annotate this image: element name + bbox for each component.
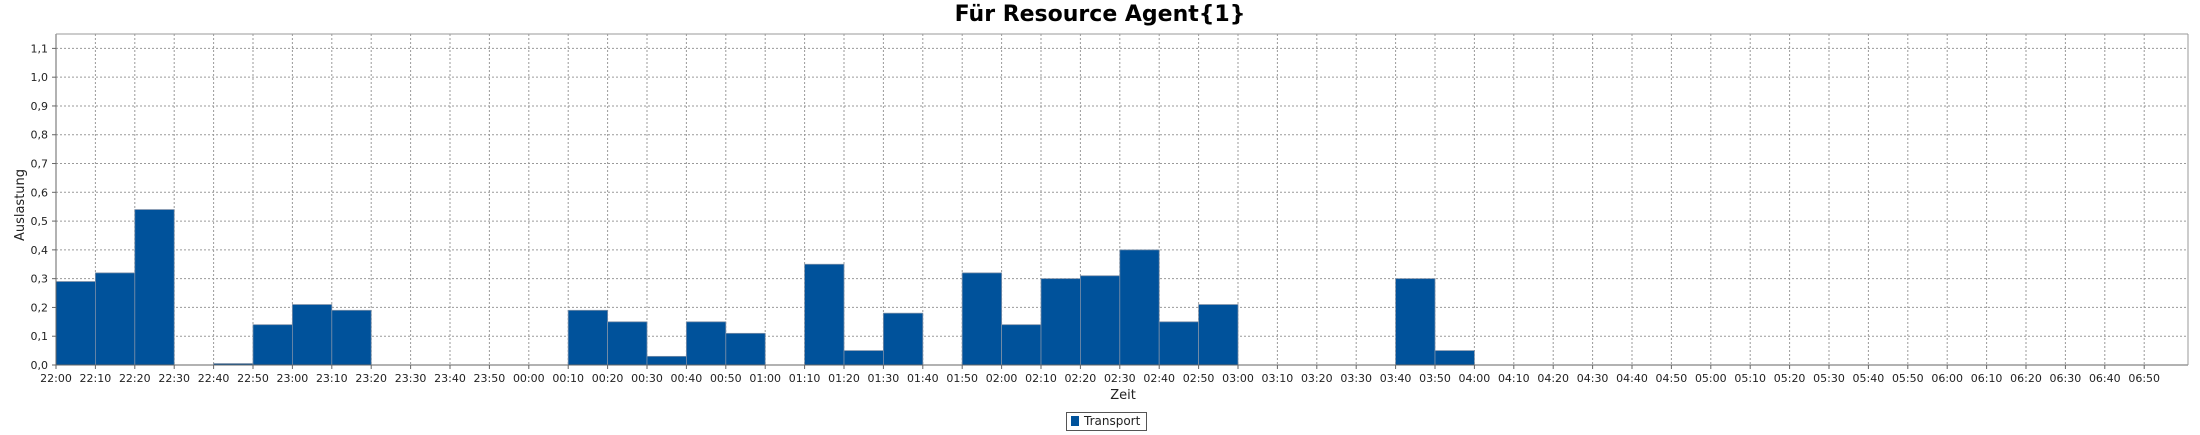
x-tick-label: 23:30 xyxy=(395,372,427,385)
x-tick-label: 05:30 xyxy=(1813,372,1845,385)
x-tick-label: 22:20 xyxy=(119,372,151,385)
x-tick-label: 04:40 xyxy=(1616,372,1648,385)
bar xyxy=(95,272,136,366)
x-tick-label: 04:20 xyxy=(1537,372,1569,385)
x-tick-label: 05:00 xyxy=(1695,372,1727,385)
bar xyxy=(883,312,924,366)
y-tick-label: 0,1 xyxy=(31,330,49,343)
legend-label: Transport xyxy=(1084,414,1141,428)
y-tick-label: 0,6 xyxy=(31,186,49,199)
y-tick-label: 1,1 xyxy=(31,42,49,55)
bar xyxy=(567,309,609,366)
bar xyxy=(607,321,648,366)
x-tick-label: 04:30 xyxy=(1577,372,1609,385)
x-tick-label: 04:00 xyxy=(1459,372,1491,385)
x-tick-label: 03:00 xyxy=(1222,372,1254,385)
bar xyxy=(725,332,766,366)
bar xyxy=(646,355,687,366)
x-tick-label: 06:10 xyxy=(1971,372,2003,385)
bar xyxy=(1040,278,1081,366)
bar xyxy=(1080,275,1121,366)
x-tick-label: 02:20 xyxy=(1065,372,1097,385)
x-tick-label: 04:10 xyxy=(1498,372,1530,385)
bar xyxy=(686,321,727,366)
x-tick-label: 01:30 xyxy=(868,372,900,385)
x-tick-label: 06:50 xyxy=(2128,372,2160,385)
bar xyxy=(55,281,96,366)
axes: 0,0 0,1 0,2 0,3 0,4 0,5 0,6 0,7 0,8 0,9 1,0 1,1 22:0… xyxy=(31,33,2189,385)
y-tick-label: 0,5 xyxy=(31,215,49,228)
x-tick-label: 23:40 xyxy=(434,372,466,385)
x-tick-label: 00:40 xyxy=(671,372,703,385)
x-tick-label: 06:20 xyxy=(2010,372,2042,385)
bar xyxy=(1119,249,1160,366)
y-tick-label: 1,0 xyxy=(31,71,49,84)
bar xyxy=(843,350,884,366)
x-tick-label: 00:10 xyxy=(552,372,584,385)
x-tick-label: 06:40 xyxy=(2089,372,2121,385)
y-tick-label: 0,8 xyxy=(31,129,49,142)
bar xyxy=(1434,350,1475,366)
y-tick-label: 0,7 xyxy=(31,158,49,171)
x-tick-label: 03:10 xyxy=(1262,372,1294,385)
bar xyxy=(331,309,372,366)
chart-title: Für Resource Agent{1} xyxy=(954,2,1246,27)
x-tick-label: 02:40 xyxy=(1143,372,1175,385)
bar xyxy=(804,263,845,366)
y-tick-label: 0,3 xyxy=(31,273,49,286)
x-tick-label: 05:10 xyxy=(1734,372,1766,385)
x-tick-label: 06:00 xyxy=(1931,372,1963,385)
grid-lines xyxy=(56,34,2188,365)
x-tick-label: 01:00 xyxy=(749,372,781,385)
x-tick-label: 02:10 xyxy=(1025,372,1057,385)
x-tick-label: 03:40 xyxy=(1380,372,1412,385)
legend-swatch xyxy=(1071,416,1079,426)
x-tick-label: 23:50 xyxy=(474,372,506,385)
x-tick-label: 03:30 xyxy=(1340,372,1372,385)
x-tick-label: 01:40 xyxy=(907,372,939,385)
x-tick-label: 01:50 xyxy=(946,372,978,385)
bar xyxy=(1001,324,1042,366)
x-tick-label: 05:50 xyxy=(1892,372,1924,385)
y-tick-label: 0,4 xyxy=(31,244,49,257)
bars xyxy=(55,209,1475,366)
y-tick-label: 0,2 xyxy=(31,301,49,314)
bar xyxy=(291,304,333,366)
x-tick-label: 03:50 xyxy=(1419,372,1451,385)
x-tick-label: 03:20 xyxy=(1301,372,1333,385)
x-tick-label: 05:20 xyxy=(1774,372,1806,385)
bar xyxy=(1198,304,1239,366)
x-tick-label: 22:30 xyxy=(158,372,190,385)
x-tick-label: 00:50 xyxy=(710,372,742,385)
x-tick-label: 04:50 xyxy=(1656,372,1688,385)
x-tick-label: 23:00 xyxy=(277,372,309,385)
y-tick-label: 0,0 xyxy=(31,359,49,372)
x-tick-label: 00:30 xyxy=(631,372,663,385)
bar xyxy=(1395,278,1436,366)
x-tick-label: 01:20 xyxy=(828,372,860,385)
x-tick-label: 05:40 xyxy=(1853,372,1885,385)
x-tick-label: 06:30 xyxy=(2050,372,2082,385)
legend: Transport xyxy=(1066,412,1148,431)
x-tick-label: 02:30 xyxy=(1104,372,1136,385)
x-tick-label: 02:00 xyxy=(986,372,1018,385)
bar xyxy=(134,209,175,366)
x-tick-label: 00:20 xyxy=(592,372,624,385)
x-tick-label: 22:10 xyxy=(80,372,112,385)
x-tick-label: 01:10 xyxy=(789,372,821,385)
y-tick-label: 0,9 xyxy=(31,100,49,113)
x-tick-label: 22:40 xyxy=(198,372,230,385)
x-axis-label: Zeit xyxy=(1110,388,1136,403)
x-tick-label: 00:00 xyxy=(513,372,545,385)
x-tick-label: 23:10 xyxy=(316,372,348,385)
x-tick-label: 02:50 xyxy=(1183,372,1215,385)
y-axis-label: Auslastung xyxy=(13,169,28,241)
x-tick-label: 22:00 xyxy=(40,372,72,385)
x-tick-label: 23:20 xyxy=(355,372,387,385)
bar xyxy=(961,272,1003,366)
x-tick-label: 22:50 xyxy=(237,372,269,385)
bar xyxy=(252,324,293,366)
bar xyxy=(1158,321,1199,366)
